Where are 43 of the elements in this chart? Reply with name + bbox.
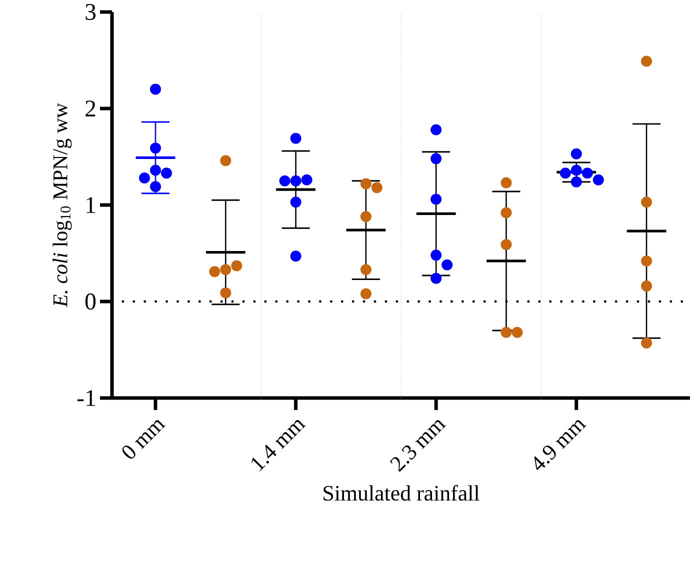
point	[570, 176, 582, 188]
point	[430, 153, 442, 164]
point	[430, 250, 442, 261]
x-axis-title: Simulated rainfall	[324, 485, 480, 501]
y-tick-label: 1	[86, 197, 96, 213]
y-tick-label: 3	[86, 4, 96, 20]
y-axis-title: E. coli log$_{10}$ MPN/g ww	[52, 103, 72, 308]
point	[220, 155, 232, 166]
point	[360, 178, 372, 190]
point	[360, 264, 372, 276]
point	[220, 264, 232, 276]
y-tick-label: 2	[86, 100, 96, 116]
point	[290, 250, 302, 262]
point	[500, 177, 512, 188]
point	[500, 207, 512, 218]
x-tick-label: 4.9 mm	[534, 420, 586, 470]
y-tick-label: -1	[77, 390, 96, 406]
x-tick-label: 1.4 mm	[252, 420, 306, 472]
point	[290, 175, 302, 186]
point	[290, 196, 302, 208]
point	[641, 196, 652, 208]
point	[290, 132, 302, 144]
point	[500, 239, 512, 250]
point	[570, 148, 582, 160]
point	[641, 255, 652, 266]
point	[220, 287, 232, 298]
x-tick-label: 0 mm	[122, 420, 166, 459]
point	[150, 142, 161, 154]
point	[430, 272, 442, 284]
point	[641, 280, 652, 292]
point	[150, 181, 161, 192]
point	[360, 211, 372, 222]
point	[430, 124, 442, 136]
point	[430, 194, 442, 205]
point	[570, 164, 582, 176]
y-tick-label: 0	[85, 293, 96, 310]
point	[641, 337, 652, 348]
x-tick-label: 2.3 mm	[390, 420, 446, 472]
point	[500, 326, 512, 338]
point	[360, 288, 372, 300]
point	[641, 56, 652, 67]
point	[150, 84, 161, 95]
point	[150, 164, 161, 176]
